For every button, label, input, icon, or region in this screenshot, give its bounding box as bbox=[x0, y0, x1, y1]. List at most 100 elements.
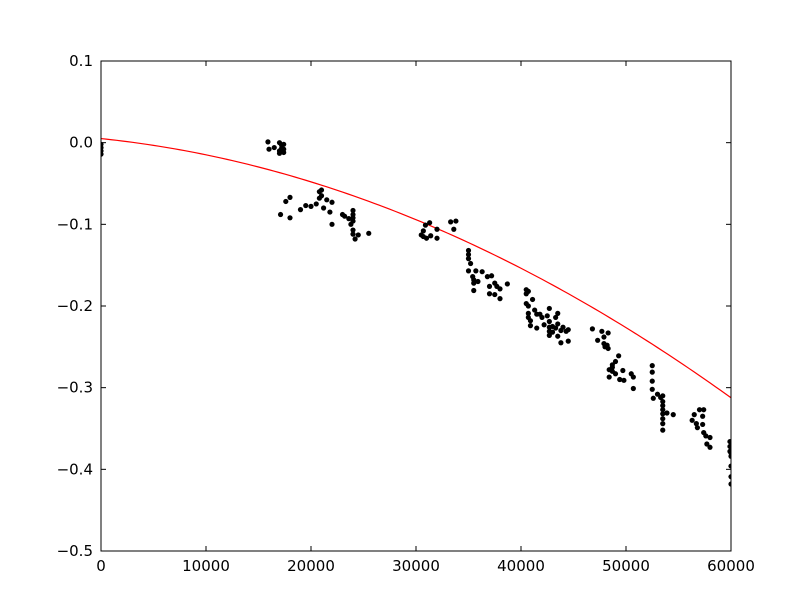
data-point bbox=[728, 474, 731, 480]
data-point bbox=[434, 226, 440, 232]
y-tick-label: 0.1 bbox=[69, 52, 93, 70]
data-point bbox=[546, 305, 552, 312]
data-point bbox=[727, 443, 731, 450]
data-point bbox=[617, 376, 623, 383]
data-point bbox=[448, 219, 454, 225]
data-point bbox=[465, 268, 472, 274]
data-point bbox=[525, 288, 531, 294]
data-point bbox=[727, 438, 731, 445]
data-point bbox=[453, 218, 459, 224]
data-point bbox=[303, 202, 309, 209]
data-point bbox=[701, 407, 707, 413]
y-tick-label: −0.4 bbox=[57, 460, 93, 478]
data-point bbox=[534, 325, 540, 331]
data-point bbox=[428, 233, 434, 239]
data-point bbox=[366, 230, 372, 236]
data-point bbox=[660, 407, 666, 413]
x-tick-label: 50000 bbox=[602, 557, 650, 575]
data-point bbox=[546, 318, 552, 325]
data-point bbox=[342, 213, 348, 219]
data-point bbox=[281, 141, 287, 147]
data-point bbox=[612, 371, 619, 377]
data-point bbox=[422, 222, 429, 228]
data-point bbox=[560, 324, 566, 330]
data-point bbox=[544, 313, 550, 319]
data-point bbox=[700, 421, 706, 428]
data-point bbox=[329, 221, 335, 227]
data-point bbox=[324, 197, 330, 203]
data-point bbox=[492, 291, 498, 298]
data-point bbox=[276, 150, 283, 156]
x-tick-label: 60000 bbox=[707, 557, 755, 575]
data-point bbox=[595, 337, 601, 343]
data-point bbox=[525, 303, 531, 309]
data-point bbox=[329, 199, 335, 205]
data-point bbox=[689, 417, 695, 423]
data-point bbox=[465, 256, 472, 262]
data-point bbox=[612, 358, 619, 365]
data-point bbox=[101, 151, 104, 157]
data-point bbox=[350, 227, 356, 233]
data-point bbox=[696, 407, 703, 413]
data-point bbox=[660, 416, 666, 422]
data-point bbox=[649, 369, 655, 375]
data-point bbox=[346, 216, 352, 222]
data-point bbox=[318, 187, 325, 193]
data-point bbox=[479, 269, 485, 275]
data-point bbox=[565, 327, 571, 333]
data-point bbox=[283, 198, 289, 205]
data-point bbox=[527, 318, 534, 324]
data-point bbox=[660, 421, 666, 427]
data-point bbox=[265, 139, 271, 145]
data-point bbox=[555, 310, 561, 316]
data-point bbox=[313, 201, 319, 207]
data-point bbox=[355, 232, 361, 238]
data-point bbox=[553, 325, 559, 331]
data-point bbox=[693, 421, 699, 427]
data-point bbox=[321, 205, 327, 211]
x-tick-label: 0 bbox=[96, 557, 106, 575]
data-point bbox=[703, 433, 709, 439]
data-point bbox=[606, 374, 612, 380]
data-point bbox=[465, 251, 472, 258]
data-point bbox=[539, 314, 545, 321]
data-point bbox=[660, 393, 666, 399]
data-point bbox=[475, 278, 481, 285]
data-point bbox=[649, 378, 655, 384]
data-point bbox=[728, 453, 731, 459]
data-point bbox=[281, 149, 287, 156]
data-point bbox=[308, 203, 314, 209]
data-point bbox=[271, 144, 277, 151]
data-point bbox=[700, 413, 706, 419]
x-tick-label: 20000 bbox=[287, 557, 335, 575]
data-point bbox=[427, 220, 433, 226]
data-point bbox=[660, 427, 666, 433]
data-point bbox=[546, 332, 552, 338]
data-point bbox=[541, 322, 547, 328]
data-point bbox=[497, 296, 503, 302]
data-point bbox=[654, 391, 661, 397]
data-point bbox=[327, 209, 333, 215]
plot-frame bbox=[100, 60, 732, 552]
data-point bbox=[287, 194, 293, 200]
data-point bbox=[318, 193, 325, 199]
data-point bbox=[277, 211, 284, 218]
data-point bbox=[558, 340, 564, 346]
data-point bbox=[527, 323, 534, 329]
data-point bbox=[650, 395, 656, 401]
data-point bbox=[468, 260, 474, 267]
y-tick-label: −0.3 bbox=[57, 379, 93, 397]
y-tick-label: −0.2 bbox=[57, 297, 93, 315]
data-point bbox=[266, 146, 272, 152]
data-point bbox=[434, 235, 440, 241]
data-point bbox=[728, 481, 731, 487]
data-point bbox=[486, 283, 493, 289]
data-point bbox=[423, 235, 430, 241]
x-tick-label: 10000 bbox=[182, 557, 230, 575]
data-point bbox=[704, 441, 710, 447]
data-point bbox=[465, 247, 472, 254]
data-point bbox=[605, 330, 611, 336]
data-point bbox=[553, 314, 559, 321]
data-point bbox=[420, 228, 426, 234]
